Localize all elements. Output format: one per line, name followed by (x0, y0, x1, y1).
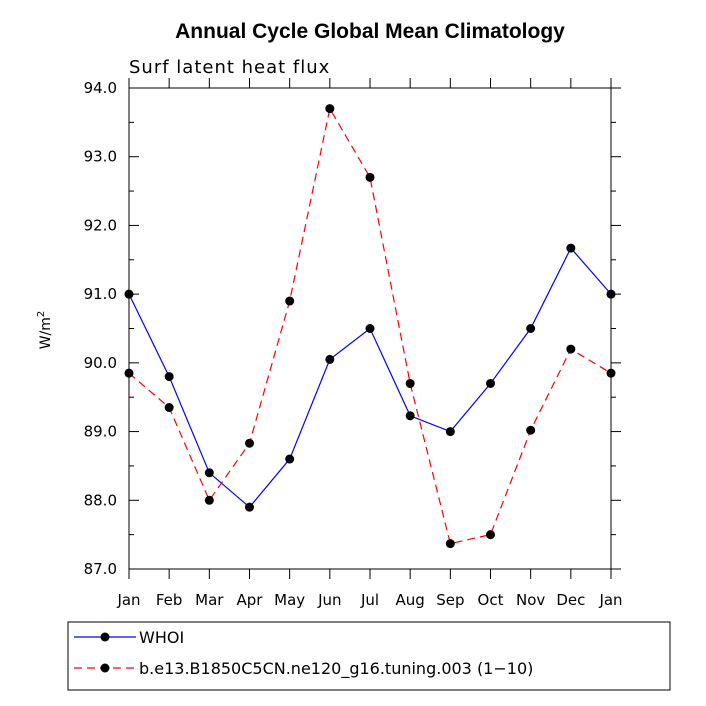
data-point-1 (405, 411, 415, 421)
y-tick-label: 87.0 (84, 560, 117, 578)
data-point-2 (486, 530, 495, 540)
y-tick-label: 94.0 (84, 79, 117, 97)
data-point-2 (325, 104, 335, 114)
data-point-1 (164, 372, 174, 382)
data-point-2 (204, 495, 214, 505)
data-point-1 (204, 468, 214, 478)
data-point-1 (124, 289, 134, 299)
data-point-1 (566, 243, 576, 253)
data-point-2 (566, 344, 576, 354)
data-point-1 (606, 289, 616, 299)
y-tick-label: 91.0 (84, 285, 117, 303)
data-point-2 (405, 378, 415, 388)
legend-box (67, 621, 671, 691)
legend-label-1: WHOI (139, 628, 184, 647)
legend-label-2: b.e13.B1850C5CN.ne120_g16.tuning.003 (1−… (139, 659, 533, 679)
data-point-1 (486, 378, 495, 388)
y-tick-label: 89.0 (84, 423, 117, 441)
y-tick-label: 92.0 (84, 216, 117, 234)
x-tick-label: Jan (116, 591, 140, 609)
data-point-1 (325, 354, 335, 364)
x-tick-label: Feb (156, 591, 183, 609)
data-point-1 (245, 502, 254, 512)
y-axis-label-exponent: 2 (36, 311, 47, 317)
x-tick-label: Dec (556, 591, 585, 609)
data-point-2 (445, 539, 455, 549)
data-point-2 (526, 425, 536, 435)
data-point-2 (124, 368, 134, 378)
y-axis-label-unit: W/m (38, 317, 54, 349)
y-tick-label: 90.0 (84, 354, 117, 372)
legend-marker-2 (100, 663, 110, 673)
data-point-1 (365, 324, 375, 333)
y-tick-label: 88.0 (84, 491, 117, 509)
data-point-1 (285, 454, 295, 464)
series-line-1 (128, 247, 612, 509)
y-tick-label: 93.0 (84, 148, 117, 166)
x-tick-label: Mar (195, 591, 224, 609)
x-tick-label: Jan (598, 591, 622, 609)
series-layer (124, 104, 616, 549)
data-point-2 (245, 438, 254, 448)
data-point-1 (445, 427, 455, 437)
y-axis-label: W/m2 (36, 311, 54, 350)
x-tick-label: Oct (478, 591, 504, 609)
data-point-2 (285, 296, 295, 306)
chart-subtitle: Surf latent heat flux (129, 57, 330, 78)
data-point-2 (365, 172, 375, 182)
x-tick-label: Sep (436, 591, 464, 609)
chart-title: Annual Cycle Global Mean Climatology (175, 20, 565, 43)
legend: WHOI b.e13.B1850C5CN.ne120_g16.tuning.003… (67, 621, 671, 691)
legend-marker-1 (100, 632, 110, 642)
data-point-1 (526, 324, 536, 333)
x-tick-label: Aug (396, 591, 425, 609)
x-tick-label: Nov (516, 591, 545, 609)
x-tick-label: May (274, 591, 305, 609)
x-tick-label: Jun (317, 591, 341, 609)
x-tick-label: Apr (237, 591, 264, 609)
data-point-2 (606, 368, 616, 378)
data-point-2 (164, 403, 174, 413)
axes-layer: 87.0 88.0 89.0 90.0 91.0 92.0 93.0 94.0 Jan Feb Ma… (84, 78, 623, 609)
x-tick-label: Jul (360, 591, 379, 609)
